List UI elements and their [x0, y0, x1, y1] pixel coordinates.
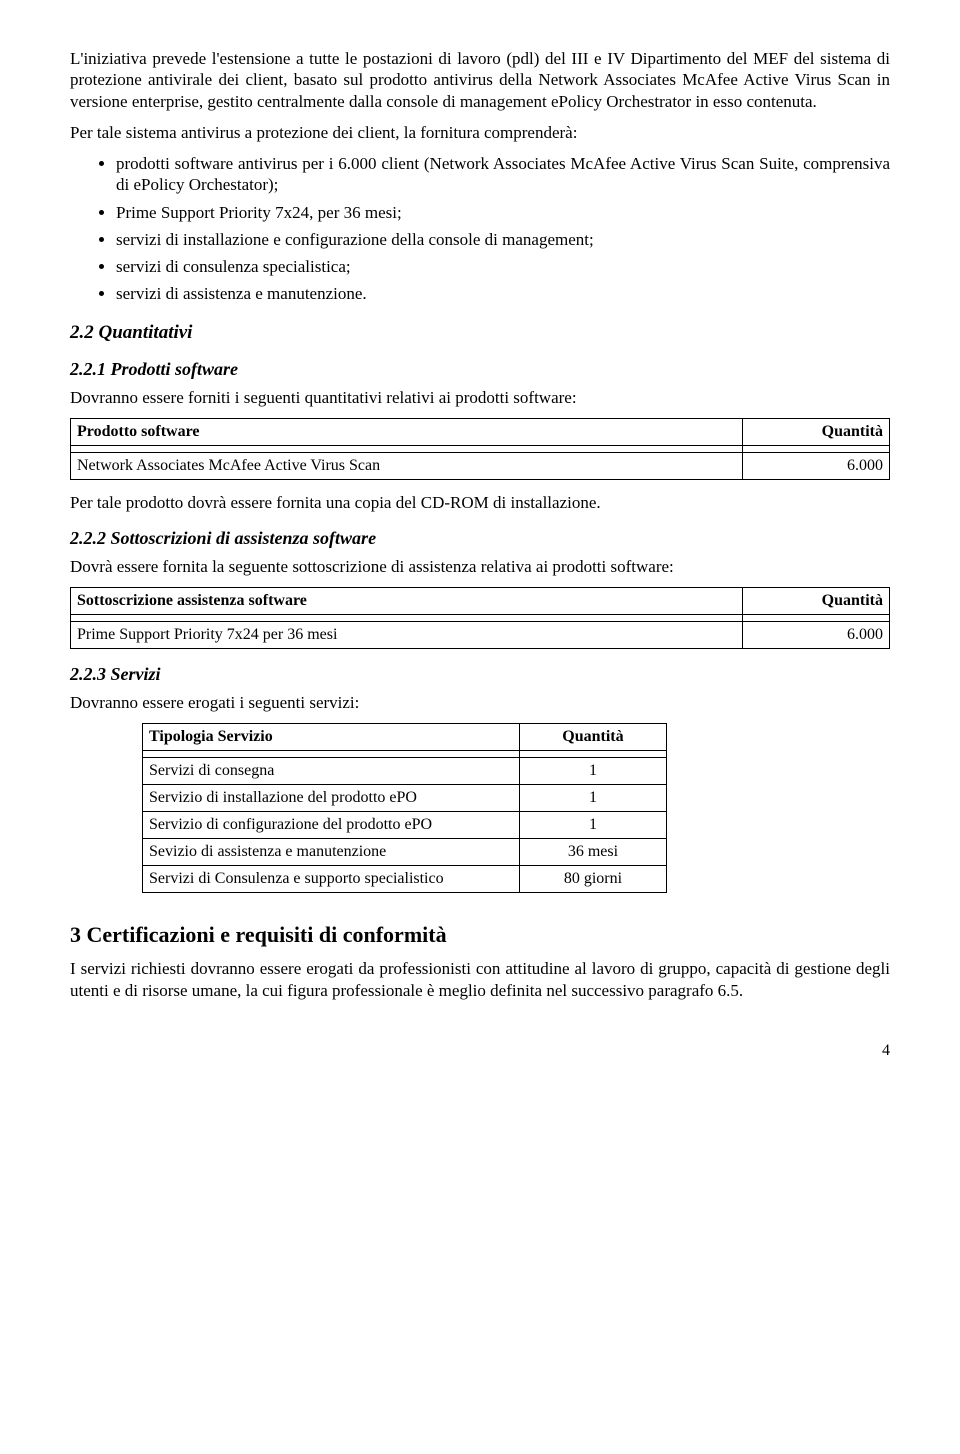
table-cell: 1: [520, 811, 667, 838]
p-2-2-1b: Per tale prodotto dovrà essere fornita u…: [70, 492, 890, 513]
table-cell: 80 giorni: [520, 865, 667, 892]
heading-2-2-1: 2.2.1 Prodotti software: [70, 358, 890, 381]
table-servizi: Tipologia Servizio Quantità Servizi di c…: [142, 723, 667, 893]
table-header: Quantità: [742, 588, 889, 615]
table-header: Tipologia Servizio: [143, 723, 520, 750]
heading-2-2-2: 2.2.2 Sottoscrizioni di assistenza softw…: [70, 527, 890, 550]
p-2-2-1: Dovranno essere forniti i seguenti quant…: [70, 387, 890, 408]
table-cell: Network Associates McAfee Active Virus S…: [71, 453, 743, 480]
table-cell: 6.000: [742, 622, 889, 649]
heading-2-2: 2.2 Quantitativi: [70, 321, 890, 345]
list-item: Prime Support Priority 7x24, per 36 mesi…: [116, 202, 890, 223]
table-cell: Servizio di configurazione del prodotto …: [143, 811, 520, 838]
list-item: prodotti software antivirus per i 6.000 …: [116, 153, 890, 196]
heading-3: 3 Certificazioni e requisiti di conformi…: [70, 921, 890, 949]
table-cell: Servizi di Consulenza e supporto special…: [143, 865, 520, 892]
page-number: 4: [70, 1041, 890, 1061]
table-header: Quantità: [742, 419, 889, 446]
p-2-2-2: Dovrà essere fornita la seguente sottosc…: [70, 556, 890, 577]
table-header: Prodotto software: [71, 419, 743, 446]
table-cell: Servizi di consegna: [143, 757, 520, 784]
table-cell: Prime Support Priority 7x24 per 36 mesi: [71, 622, 743, 649]
table-header: Quantità: [520, 723, 667, 750]
p-2-2-3: Dovranno essere erogati i seguenti servi…: [70, 692, 890, 713]
table-sottoscrizioni: Sottoscrizione assistenza software Quant…: [70, 587, 890, 649]
intro-paragraph-1: L'iniziativa prevede l'estensione a tutt…: [70, 48, 890, 112]
list-item: servizi di installazione e configurazion…: [116, 229, 890, 250]
table-cell: 1: [520, 757, 667, 784]
list-item: servizi di assistenza e manutenzione.: [116, 283, 890, 304]
table-header: Sottoscrizione assistenza software: [71, 588, 743, 615]
list-item: servizi di consulenza specialistica;: [116, 256, 890, 277]
table-cell: Sevizio di assistenza e manutenzione: [143, 838, 520, 865]
table-cell: 6.000: [742, 453, 889, 480]
fornitura-list: prodotti software antivirus per i 6.000 …: [70, 153, 890, 305]
p-3: I servizi richiesti dovranno essere erog…: [70, 958, 890, 1001]
heading-2-2-3: 2.2.3 Servizi: [70, 663, 890, 686]
table-cell: 36 mesi: [520, 838, 667, 865]
intro-paragraph-2: Per tale sistema antivirus a protezione …: [70, 122, 890, 143]
table-cell: 1: [520, 784, 667, 811]
table-prodotti-software: Prodotto software Quantità Network Assoc…: [70, 418, 890, 480]
table-cell: Servizio di installazione del prodotto e…: [143, 784, 520, 811]
